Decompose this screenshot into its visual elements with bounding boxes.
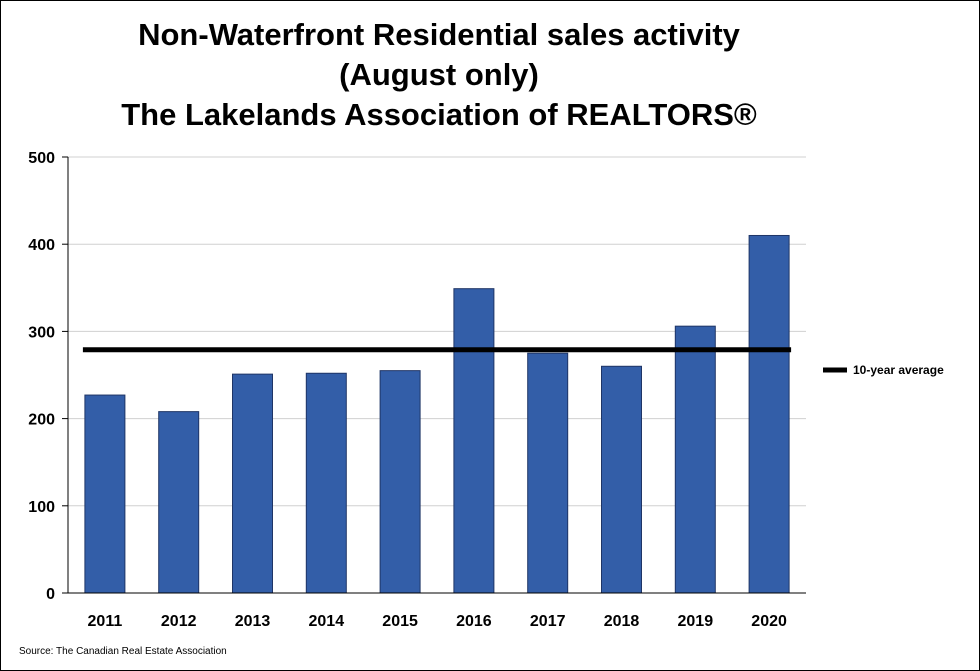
source-note: Source: The Canadian Real Estate Associa… [19, 646, 227, 657]
chart-title-line-2: (August only) [339, 57, 539, 92]
y-tick-label: 400 [28, 237, 55, 254]
bar-2012 [158, 411, 200, 594]
chart-title: Non-Waterfront Residential sales activit… [1, 15, 877, 135]
bar-2011 [84, 394, 126, 594]
bar-2020 [748, 234, 790, 594]
chart-title-line-3: The Lakelands Association of REALTORS® [121, 97, 757, 132]
bar-2013 [232, 373, 273, 594]
y-tick-label: 0 [46, 586, 55, 603]
x-tick-label: 2019 [678, 613, 714, 630]
x-tick-label: 2016 [456, 613, 492, 630]
x-tick-label: 2011 [88, 613, 123, 630]
y-tick-label: 100 [28, 499, 55, 516]
x-tick-label: 2015 [382, 613, 418, 630]
y-tick-label: 500 [28, 150, 55, 167]
x-tick-label: 2020 [751, 613, 787, 630]
x-tick-label: 2012 [161, 613, 197, 630]
x-tick-label: 2017 [530, 613, 566, 630]
bar-2019 [674, 325, 716, 594]
bar-2015 [379, 370, 421, 594]
x-tick-label: 2013 [235, 613, 271, 630]
bar-2018 [601, 365, 642, 594]
y-tick-label: 200 [28, 412, 55, 429]
x-tick-label: 2018 [604, 613, 640, 630]
bar-2016 [453, 288, 495, 594]
x-tick-label: 2014 [309, 613, 345, 630]
bar-2014 [305, 372, 347, 594]
chart-title-line-1: Non-Waterfront Residential sales activit… [138, 17, 740, 52]
bar-2017 [527, 352, 569, 594]
y-tick-label: 300 [28, 324, 55, 341]
legend-label: 10-year average [853, 363, 944, 377]
